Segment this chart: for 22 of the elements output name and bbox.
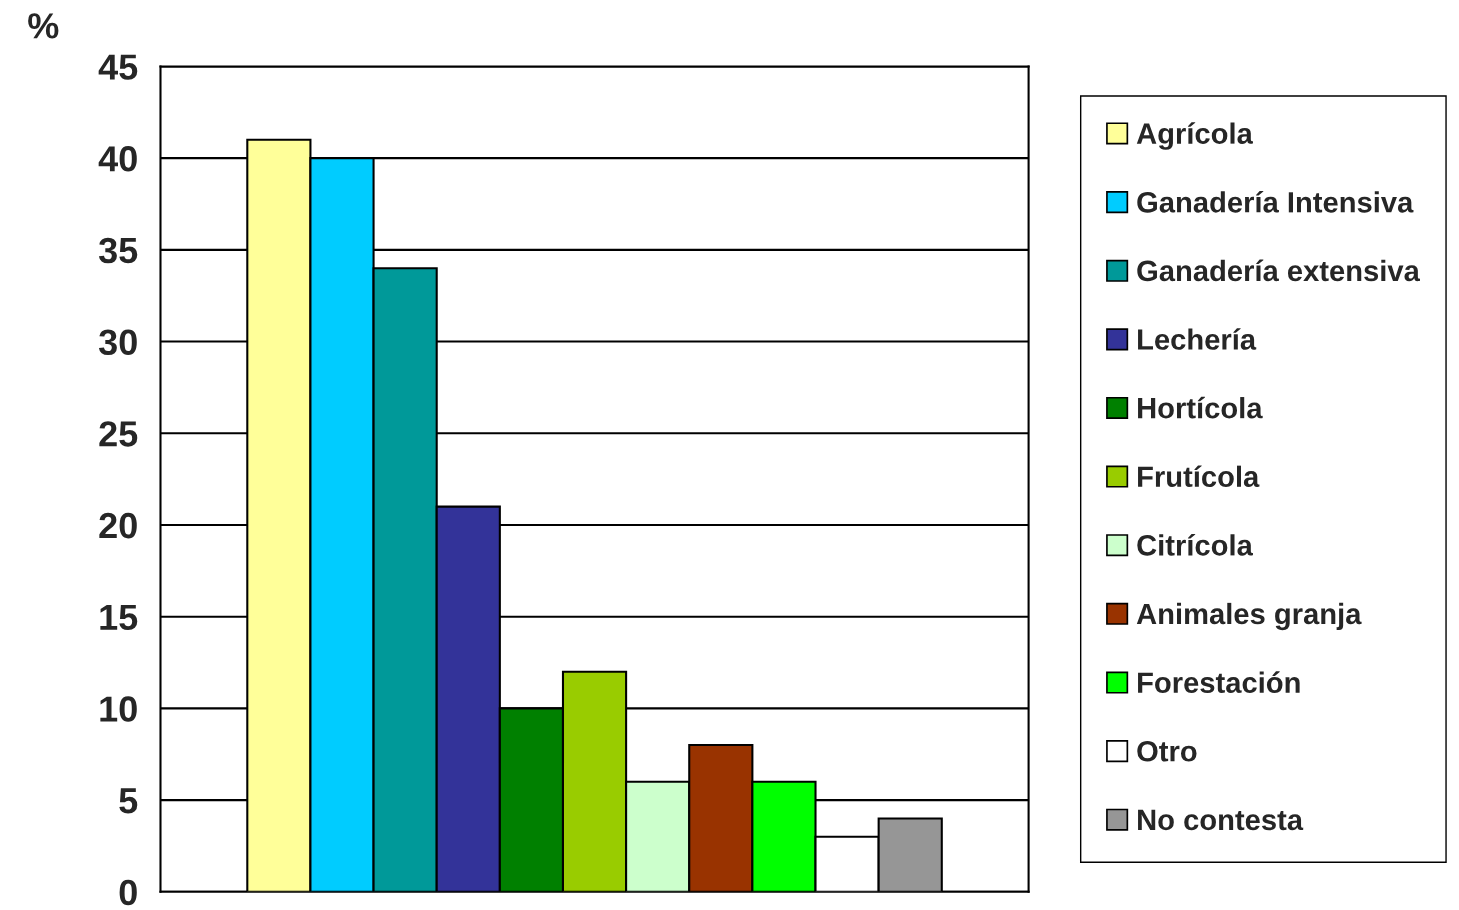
y-tick-label: 30 — [98, 329, 137, 356]
y-axis-title: % — [28, 13, 59, 39]
legend-label: Otro — [1137, 740, 1197, 762]
legend-label: No contesta — [1138, 809, 1304, 831]
legend-label: Frutícola — [1138, 465, 1260, 488]
y-tick-label: 40 — [98, 146, 137, 172]
y-tick-label: 5 — [119, 788, 138, 814]
y-tick-label: 20 — [99, 512, 137, 539]
y-tick-label: 15 — [100, 604, 138, 631]
legend-label: Hortícola — [1138, 396, 1263, 419]
y-tick-label: 35 — [98, 237, 138, 264]
y-tick-label: 0 — [119, 879, 137, 906]
y-tick-label: 45 — [98, 54, 138, 80]
legend-label: Citrícola — [1137, 534, 1253, 556]
legend-label: Lechería — [1138, 328, 1257, 350]
legend-label: Forestación — [1138, 671, 1300, 694]
y-tick-label: 25 — [99, 421, 138, 447]
legend-label: Ganadería extensiva — [1137, 259, 1420, 282]
legend-label: Animales granja — [1136, 602, 1362, 631]
legend-label: Ganadería Intensiva — [1137, 190, 1414, 213]
legend-label: Agrícola — [1136, 122, 1253, 150]
y-tick-label: 10 — [100, 696, 137, 722]
